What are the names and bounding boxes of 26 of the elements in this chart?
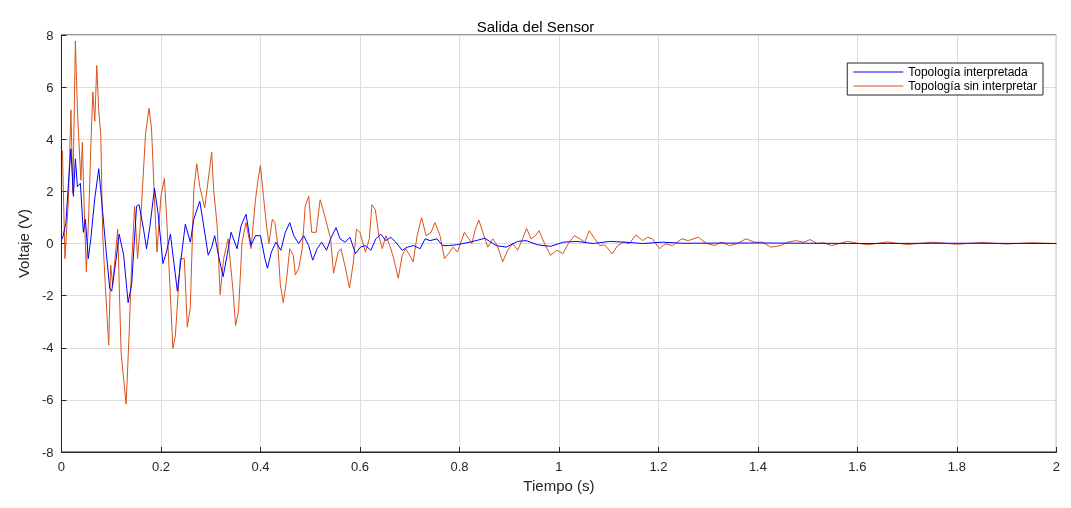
x-tick-label: 1 <box>555 459 563 474</box>
x-tick-label: 1.4 <box>748 459 767 474</box>
y-tick-label: -8 <box>41 444 54 460</box>
x-tick-label: 1.6 <box>848 459 867 474</box>
y-tick-label: -2 <box>41 288 54 304</box>
x-tick-label: 0.6 <box>350 459 369 474</box>
chart-title: Salida del Sensor <box>476 18 595 35</box>
y-tick-label: 4 <box>46 131 54 147</box>
x-tick-label: 2 <box>1052 459 1060 474</box>
legend-label: Topología sin interpretar <box>908 79 1038 93</box>
y-tick-label: 2 <box>46 183 54 199</box>
x-tick-label: 1.8 <box>947 459 966 474</box>
x-tick-label: 0.2 <box>151 459 170 474</box>
y-tick-label: 6 <box>46 79 54 95</box>
legend-label: Topología interpretada <box>908 65 1028 79</box>
line-series <box>61 148 1057 304</box>
x-tick-label: 0.8 <box>450 459 469 474</box>
y-tick-label: -6 <box>41 392 54 408</box>
x-tick-label: 0.4 <box>251 459 270 474</box>
y-tick-label: 0 <box>46 236 54 251</box>
x-tick-label: 1.2 <box>649 459 668 474</box>
y-tick-label: 8 <box>46 27 54 43</box>
y-tick-label: -4 <box>41 340 54 356</box>
y-axis-title: Voltaje (V) <box>15 208 32 279</box>
x-tick-label: 0 <box>57 459 66 474</box>
x-axis-title: Tiempo (s) <box>523 476 595 494</box>
